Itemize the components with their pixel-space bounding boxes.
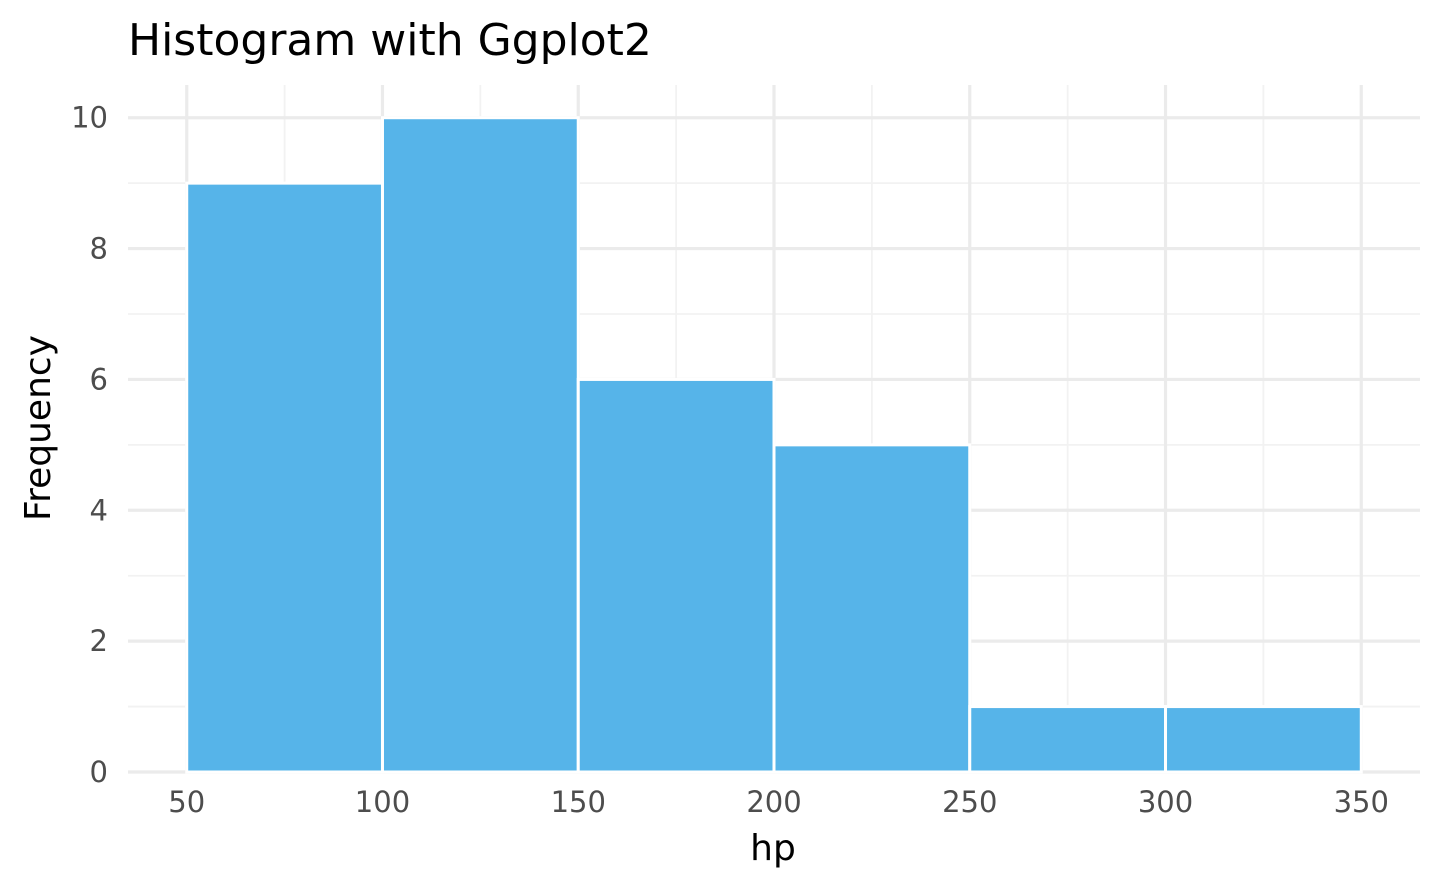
histogram-bar-3 <box>576 377 776 774</box>
y-tick-label: 0 <box>90 755 108 789</box>
y-tick-label: 10 <box>71 101 108 135</box>
histogram-bar-5 <box>968 705 1168 774</box>
y-tick-label: 6 <box>90 362 108 396</box>
histogram-bars <box>185 116 1363 774</box>
y-axis-ticks: 0 2 4 6 8 10 <box>71 101 108 789</box>
y-axis-title: Frequency <box>18 335 59 521</box>
y-tick-label: 8 <box>90 232 108 266</box>
x-tick-label: 50 <box>168 785 205 819</box>
histogram-bar-1 <box>185 181 384 774</box>
x-axis-title: hp <box>750 828 796 869</box>
x-tick-label: 300 <box>1138 785 1193 819</box>
histogram-bar-4 <box>772 443 972 774</box>
x-axis-ticks: 50 100 150 200 250 300 350 <box>168 785 1389 819</box>
y-tick-label: 2 <box>90 624 108 658</box>
x-tick-label: 150 <box>551 785 606 819</box>
x-tick-label: 250 <box>942 785 997 819</box>
chart-title: Histogram with Ggplot2 <box>128 15 652 66</box>
histogram-bar-6 <box>1164 705 1363 774</box>
x-tick-label: 200 <box>746 785 801 819</box>
y-tick-label: 4 <box>90 493 108 527</box>
x-tick-label: 100 <box>355 785 410 819</box>
histogram-bar-2 <box>380 116 580 774</box>
x-tick-label: 350 <box>1334 785 1389 819</box>
